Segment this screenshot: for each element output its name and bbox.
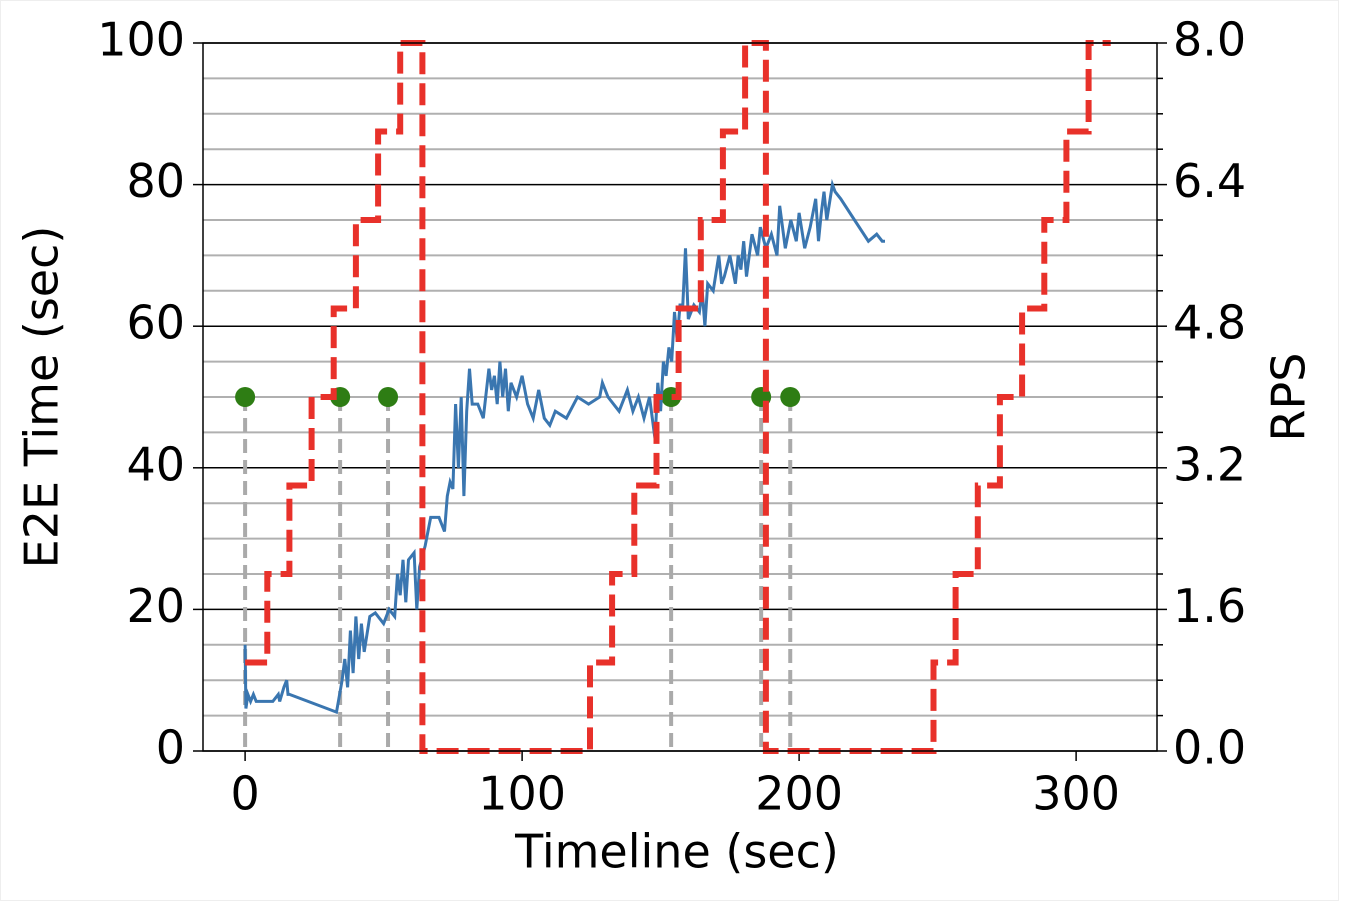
y2-tick-label: 1.6	[1173, 579, 1246, 633]
y-tick-label: 20	[126, 579, 185, 633]
marker	[235, 387, 256, 407]
y-tick-label: 100	[97, 13, 185, 67]
y-tick-label: 40	[126, 437, 185, 491]
y2-tick-label: 0.0	[1173, 721, 1246, 775]
y2-tick-label: 3.2	[1173, 437, 1246, 491]
x-tick-label: 100	[478, 767, 566, 821]
y-tick-label: 0	[156, 721, 185, 775]
rps-line	[245, 40, 1111, 754]
y2-tick-label: 4.8	[1173, 296, 1246, 350]
e2e-line	[243, 178, 885, 715]
y2-tick-label: 6.4	[1173, 154, 1246, 208]
y2-axis-label: RPS	[1262, 353, 1316, 442]
marker	[780, 387, 801, 407]
x-axis-label: Timeline (sec)	[514, 825, 839, 879]
plot-frame	[202, 42, 1158, 752]
y-tick-label: 80	[126, 154, 185, 208]
marker	[378, 387, 399, 407]
x-tick-label: 0	[230, 767, 259, 821]
x-tick-label: 200	[755, 767, 843, 821]
x-tick-label: 300	[1032, 767, 1120, 821]
y-axis-label: E2E Time (sec)	[15, 226, 69, 569]
y2-tick-label: 8.0	[1173, 13, 1246, 67]
y-tick-label: 60	[126, 296, 185, 350]
